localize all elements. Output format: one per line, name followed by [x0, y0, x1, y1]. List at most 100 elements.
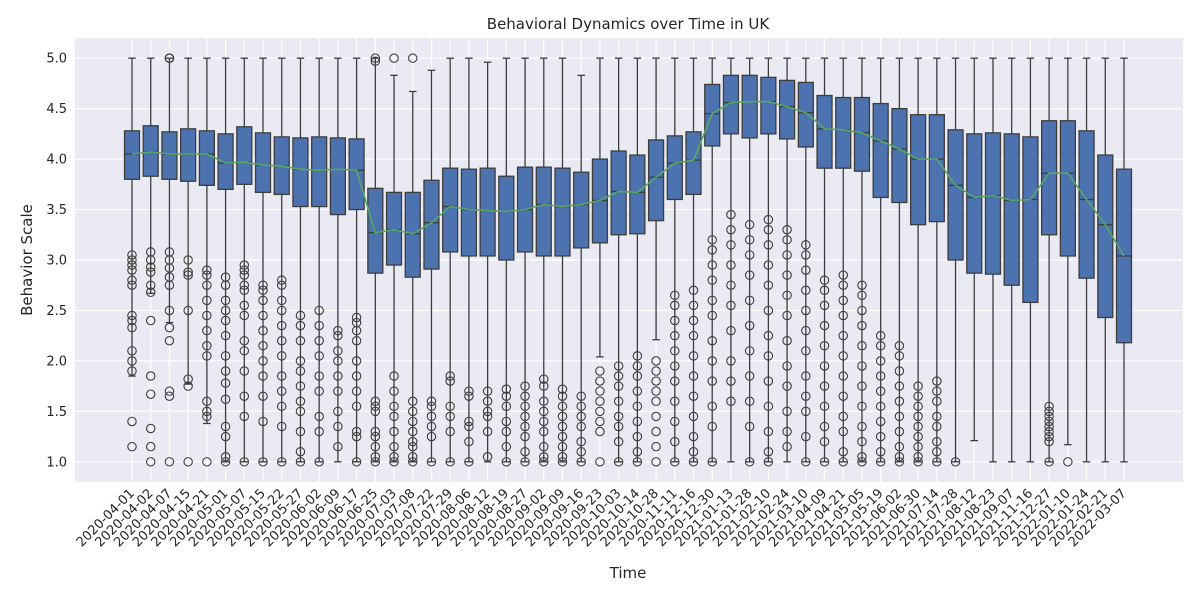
box-2020-05-01 [217, 57, 234, 467]
outlier-point [819, 436, 830, 447]
iqr-box [909, 114, 927, 226]
outlier-point [426, 396, 437, 407]
outlier-point [726, 300, 736, 311]
outlier-point [857, 381, 867, 391]
outlier-point [295, 381, 306, 391]
outlier-point [276, 280, 287, 290]
outlier-point [875, 401, 886, 412]
box-2020-05-07 [236, 57, 253, 467]
outlier-point [276, 320, 287, 331]
outlier-point [651, 386, 661, 396]
iqr-box [329, 137, 347, 216]
outlier-point [520, 381, 530, 391]
outlier-point [744, 295, 755, 306]
outlier-point [688, 285, 699, 296]
box-2021-08-23 [984, 57, 1002, 463]
outlier-point [688, 330, 699, 341]
outlier-point [220, 315, 231, 326]
iqr-box [161, 131, 178, 180]
outlier-point [576, 446, 586, 457]
outlier-point [819, 401, 830, 412]
outlier-point [164, 391, 175, 401]
outlier-point [145, 280, 156, 290]
outlier-point [520, 446, 530, 457]
outlier-point [782, 250, 792, 260]
outlier-point [670, 346, 680, 356]
iqr-box [385, 191, 403, 266]
box-2021-12-27 [1040, 57, 1058, 467]
y-tick-label: 1.0 [46, 455, 67, 470]
outlier-point [651, 426, 661, 437]
iqr-box [180, 128, 197, 182]
box-2022-01-24 [1078, 57, 1095, 463]
y-tick-label: 2.5 [46, 304, 67, 319]
outlier-point [501, 441, 512, 452]
outlier-point [202, 280, 212, 290]
outlier-point [857, 452, 867, 462]
outlier-point [819, 320, 830, 331]
outlier-point [613, 457, 624, 467]
iqr-box [123, 130, 141, 180]
outlier-point [239, 411, 250, 422]
outlier-point [1044, 426, 1054, 437]
outlier-point [239, 335, 250, 346]
outlier-point [875, 457, 886, 467]
outlier-point [220, 305, 231, 316]
outlier-point [801, 391, 811, 401]
outlier-point [782, 290, 792, 301]
box-2020-05-15 [254, 57, 272, 467]
outlier-point [875, 356, 886, 366]
outlier-point [557, 391, 568, 401]
outlier-point [464, 436, 474, 447]
outlier-point [838, 351, 848, 361]
box-2020-04-15 [180, 57, 197, 467]
outlier-point [520, 457, 530, 467]
outlier-point [276, 275, 287, 285]
outlier-point [276, 386, 287, 396]
outlier-point [202, 310, 212, 321]
box-2020-07-08 [404, 53, 421, 467]
box-2020-10-28 [647, 57, 665, 467]
box-2020-10-03 [610, 57, 627, 467]
iqr-box [872, 102, 889, 199]
outlier-point [576, 401, 586, 412]
outlier-point [651, 457, 661, 467]
outlier-point [314, 386, 324, 396]
outlier-point [539, 452, 549, 462]
outlier-point [183, 381, 193, 391]
outlier-point [351, 325, 362, 336]
outlier-point [220, 295, 231, 306]
box-2021-08-12 [966, 57, 983, 442]
outlier-point [595, 376, 605, 386]
outlier-point [857, 341, 867, 351]
outlier-point [801, 406, 811, 417]
outlier-point [670, 361, 680, 371]
outlier-point [763, 260, 774, 270]
box-2020-09-09 [554, 57, 571, 467]
outlier-point [801, 305, 811, 316]
outlier-point [127, 346, 137, 356]
outlier-point [258, 416, 268, 427]
outlier-point [164, 335, 175, 346]
iqr-box [498, 175, 515, 261]
outlier-point [875, 386, 886, 396]
outlier-point [520, 401, 530, 412]
outlier-point [482, 396, 493, 407]
outlier-point [651, 411, 661, 422]
iqr-box [535, 166, 552, 257]
box-2021-02-10 [760, 57, 777, 467]
outlier-point [239, 280, 250, 290]
outlier-point [370, 426, 381, 437]
outlier-point [950, 457, 961, 467]
outlier-point [801, 250, 811, 260]
outlier-point [1044, 401, 1054, 412]
outlier-point [370, 406, 381, 417]
boxes [123, 53, 1133, 467]
y-tick-label: 3.0 [46, 254, 67, 269]
outlier-point [127, 322, 137, 333]
outlier-point [314, 320, 324, 331]
outlier-point [913, 391, 923, 401]
box-2021-07-14 [928, 57, 945, 467]
outlier-point [295, 356, 306, 366]
